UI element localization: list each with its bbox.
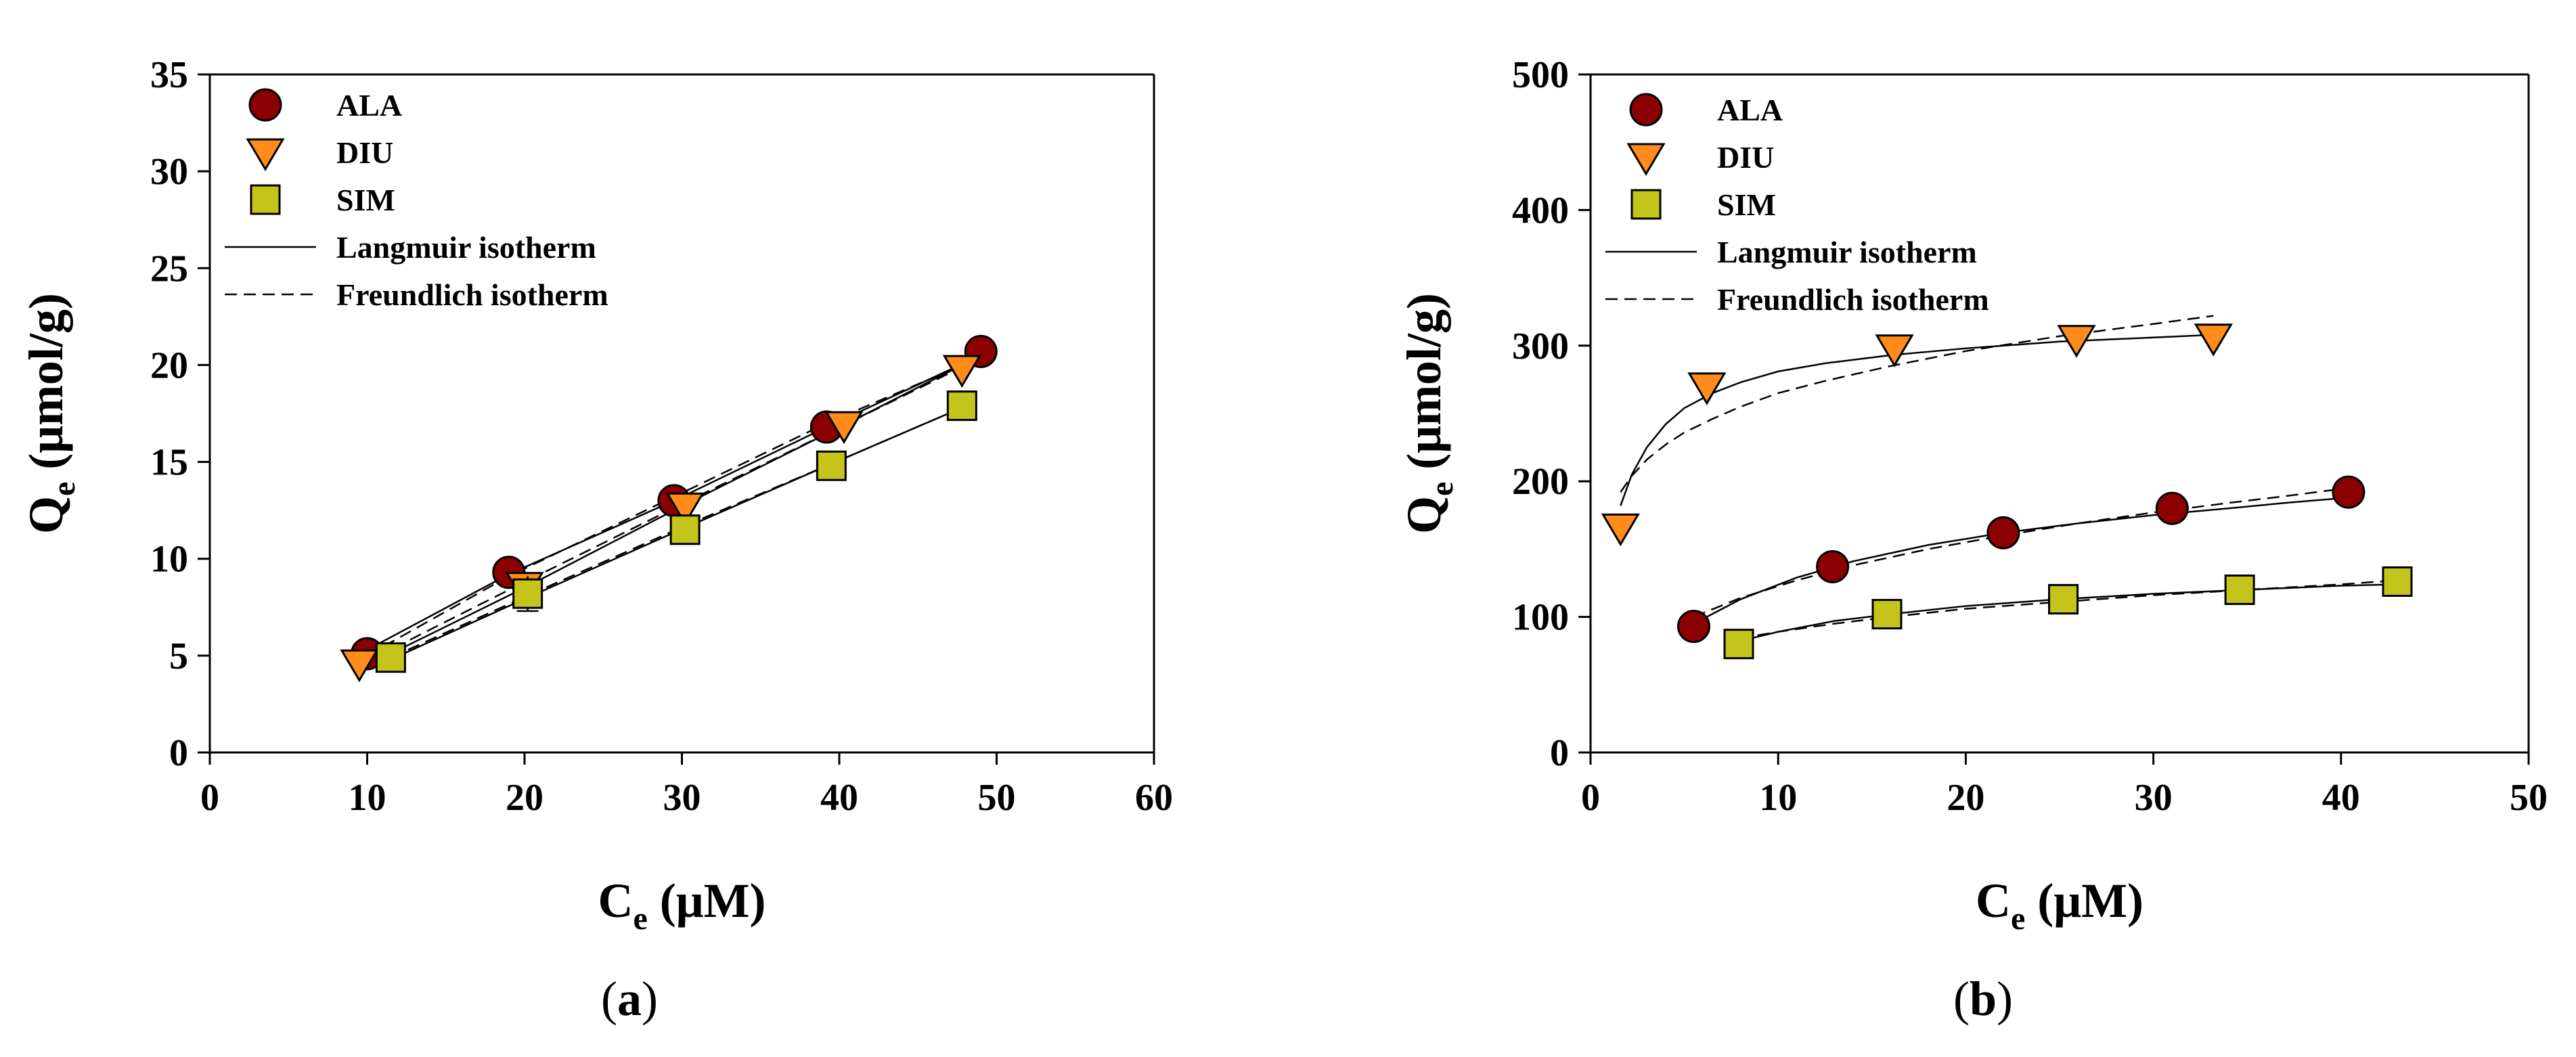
panel-b-legend-sim-marker (1630, 189, 1662, 220)
panel-a-x-tick-label: 20 (506, 777, 543, 819)
panel-b-sim-point (1723, 629, 1754, 660)
panel-b-diu-point (2057, 325, 2096, 358)
panel-a-x-tick-label: 60 (1135, 777, 1173, 819)
panel-a-legend-ala-label: ALA (336, 88, 402, 122)
panel-a-legend-diu-marker (246, 138, 285, 171)
panel-b-x-tick-label: 10 (1759, 777, 1797, 819)
panel-b-ala-point (1986, 516, 2020, 549)
panel-b-sim-freundlich-line (1738, 579, 2398, 639)
panel-b-y-tick-label: 0 (1550, 732, 1569, 774)
panel-b-y-tick-label: 100 (1512, 597, 1569, 639)
panel-b-sim-point (2048, 584, 2079, 615)
panel-b-sim-point (2382, 566, 2413, 597)
panel-a-legend-langmuir-label: Langmuir isotherm (336, 230, 596, 265)
panel-b-legend-freundlich-label: Freundlich isotherm (1717, 282, 1989, 317)
panel-a-y-tick-label: 5 (169, 635, 188, 677)
panel-a-diu-point (942, 355, 981, 388)
panel-b-y-tick-label: 400 (1512, 189, 1569, 231)
panel-a-legend-sim-marker (250, 184, 281, 215)
panel-a-y-tick-label: 15 (150, 442, 188, 484)
panel-a-sim-point (669, 514, 701, 545)
panel-a-legend: ALA DIU SIM Langmuir isotherm Freundlich iso… (225, 88, 608, 312)
panel-a-sim-point (946, 390, 977, 422)
panel-a-sim-point (512, 578, 543, 609)
panel-a-diu-point (340, 649, 379, 683)
panel-b-ala-point (2332, 475, 2366, 509)
panel-a-y-tick-label: 25 (150, 248, 188, 290)
panel-a-sim-point (375, 642, 406, 673)
panel-b-x-tick-label: 50 (2510, 777, 2548, 819)
panel-b-y-tick-label: 300 (1512, 325, 1569, 367)
panel-a-sim-point (816, 450, 847, 481)
panel-a-y-tick-label: 0 (169, 732, 188, 774)
panel-b-x-tick-label: 0 (1581, 777, 1600, 819)
panel-b-diu-point (2194, 323, 2233, 357)
panel-a-x-tick-label: 30 (663, 777, 701, 819)
panel-b-y-axis-title: Qe (μmol/g) (1397, 293, 1460, 534)
panel-a-x-tick-label: 0 (200, 777, 219, 819)
panel-b-y-tick-label: 200 (1512, 461, 1569, 503)
panel-a-y-axis-title: Qe (μmol/g) (19, 293, 82, 534)
panel-a-y-tick-label: 30 (150, 151, 188, 193)
panel-a-x-axis-title: Ce (μM) (598, 874, 765, 937)
panel-a-x-tick-label: 10 (349, 777, 386, 819)
panel-b-diu-freundlich-line (1620, 315, 2214, 493)
panel-a-legend-ala-marker (248, 88, 282, 122)
panel-a-diu-point (665, 492, 705, 526)
panel-b-x-tick-label: 20 (1947, 777, 1984, 819)
panel-b-label: (b) (1953, 972, 2013, 1026)
panel-b-sim-point (1871, 599, 1903, 630)
panel-a-chart: 0 10 20 30 40 50 60 0 5 10 15 20 25 30 35 Ce (μM) Qe (μm… (19, 54, 1173, 1026)
panel-b-diu-point (1687, 372, 1727, 405)
panel-a-y-tick-label: 35 (150, 54, 188, 96)
panel-b-ala-point (1676, 610, 1710, 644)
panel-a-x-tick-label: 50 (978, 777, 1016, 819)
panel-a-y-tick-label: 10 (150, 539, 188, 581)
panel-b-legend-diu-marker (1626, 143, 1666, 176)
panel-b-x-tick-label: 40 (2322, 777, 2360, 819)
panel-b-ala-point (2155, 491, 2189, 525)
panel-b-x-tick-label: 30 (2135, 777, 2173, 819)
panel-a-x-tick-label: 40 (820, 777, 858, 819)
panel-b-y-tick-label: 500 (1512, 54, 1569, 96)
panel-b-legend-diu-label: DIU (1717, 140, 1774, 175)
panel-a-label: (a) (601, 972, 658, 1026)
panel-a-diu-point (824, 411, 864, 445)
panel-b-diu-point (1875, 334, 1914, 367)
panel-a-diu-freundlich-line (359, 366, 962, 667)
panel-b-x-axis-title: Ce (μM) (1976, 874, 2144, 937)
panel-b-legend-langmuir-label: Langmuir isotherm (1717, 235, 1977, 269)
panel-b-diu-langmuir-line (1620, 334, 2214, 506)
panel-b-legend-ala-label: ALA (1717, 93, 1783, 127)
panel-b-ala-point (1816, 549, 1850, 583)
panel-b-legend-ala-marker (1629, 93, 1663, 127)
panel-b-legend-sim-label: SIM (1717, 187, 1776, 222)
panel-a-legend-freundlich-label: Freundlich isotherm (336, 277, 608, 312)
panel-a-legend-diu-label: DIU (336, 135, 393, 170)
panel-b-sim-point (2224, 575, 2255, 606)
panel-b-legend: ALA DIU SIM Langmuir isotherm Freundlich iso… (1605, 93, 1989, 317)
panel-a-legend-sim-label: SIM (336, 183, 395, 217)
panel-b-diu-point (1601, 513, 1640, 547)
panel-a-y-tick-label: 20 (150, 344, 188, 386)
